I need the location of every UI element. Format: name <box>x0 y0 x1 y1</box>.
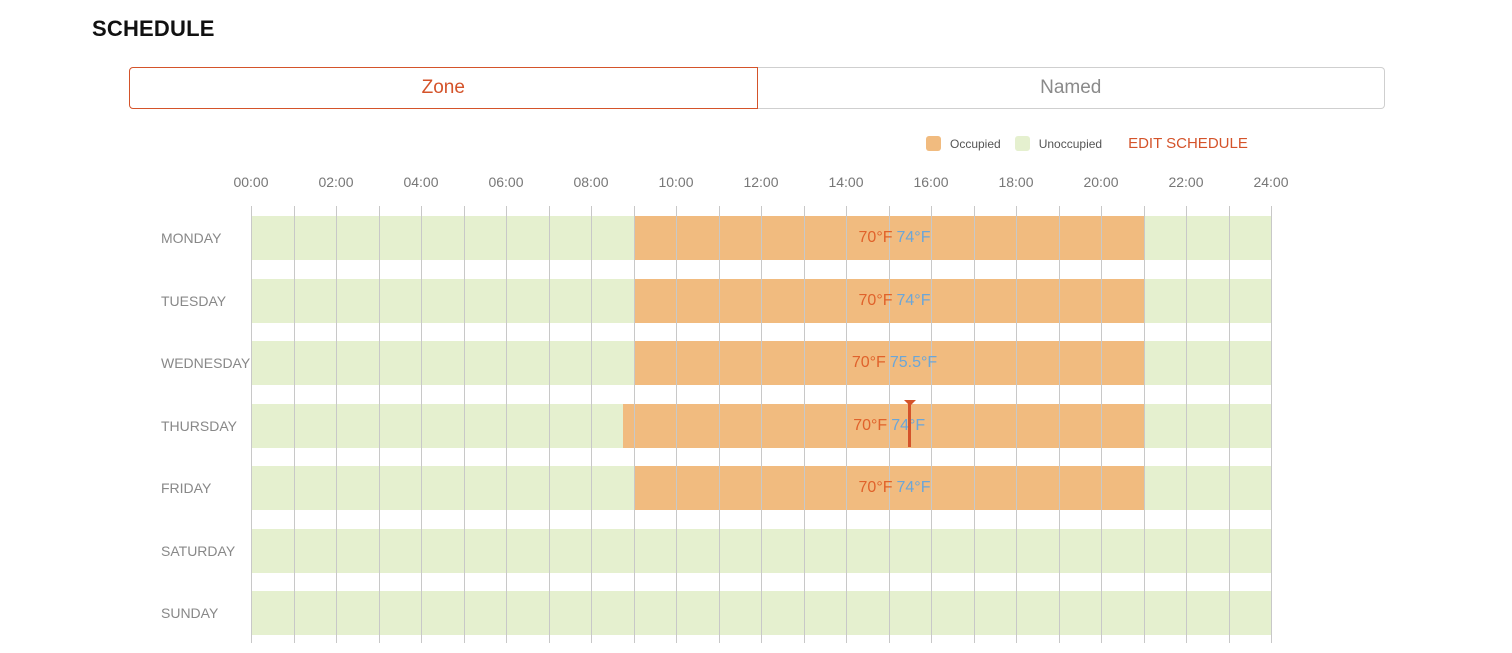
occupied-block[interactable] <box>633 466 1144 510</box>
heat-setpoint: 70°F <box>851 354 886 371</box>
gridline <box>803 206 805 643</box>
day-label: WEDNESDAY <box>161 355 251 371</box>
heat-setpoint: 70°F <box>858 229 893 246</box>
setpoint-pair: 70°F 74°F <box>853 404 925 448</box>
heat-setpoint: 70°F <box>853 416 888 434</box>
time-axis-label: 14:00 <box>828 174 864 190</box>
tab-named[interactable]: Named <box>757 67 1385 109</box>
occupied-block[interactable] <box>633 341 1144 385</box>
unoccupied-band[interactable] <box>251 528 1271 573</box>
time-axis-label: 16:00 <box>913 174 949 190</box>
gridline <box>1016 206 1017 643</box>
gridline <box>463 206 465 643</box>
cool-setpoint: 74°F <box>896 291 931 309</box>
time-axis-label: 04:00 <box>403 174 439 190</box>
gridline <box>1271 206 1272 643</box>
gridline <box>336 206 337 643</box>
gridline <box>1143 206 1145 643</box>
gridline <box>506 206 507 643</box>
gridline <box>1228 206 1230 643</box>
setpoint-pair: 70°F 74°F <box>859 279 931 323</box>
gridline <box>251 206 252 643</box>
unoccupied-band[interactable] <box>251 216 1271 260</box>
unoccupied-band[interactable] <box>251 341 1271 385</box>
time-axis-label: 06:00 <box>488 174 524 190</box>
day-label: FRIDAY <box>161 480 212 496</box>
gridline <box>548 206 550 643</box>
occupied-legend-label: Occupied <box>950 136 1001 151</box>
gridline <box>761 206 762 643</box>
cool-setpoint: 74°F <box>896 479 931 496</box>
gridline <box>676 206 677 643</box>
gridline <box>1101 206 1102 643</box>
page-title: SCHEDULE <box>92 16 215 41</box>
setpoint-pair: 70°F 74°F <box>859 466 931 510</box>
time-axis-label: 20:00 <box>1083 174 1119 190</box>
cool-setpoint: 75.5°F <box>889 354 938 371</box>
time-axis-label: 02:00 <box>318 174 354 190</box>
day-label: SATURDAY <box>161 542 236 559</box>
current-time-marker <box>908 400 912 447</box>
gridline <box>1186 206 1187 643</box>
day-label: SUNDAY <box>161 605 219 621</box>
unoccupied-band[interactable] <box>251 591 1271 635</box>
current-time-marker-cap <box>903 399 916 406</box>
occupied-block[interactable] <box>622 403 1144 448</box>
unoccupied-band[interactable] <box>251 403 1271 448</box>
time-axis-label: 10:00 <box>658 174 694 190</box>
occupied-block[interactable] <box>633 216 1144 260</box>
occupied-swatch <box>926 136 941 151</box>
time-axis-label: 12:00 <box>743 174 779 190</box>
unoccupied-band[interactable] <box>251 278 1271 323</box>
heat-setpoint: 70°F <box>858 479 893 496</box>
setpoint-pair: 70°F 75.5°F <box>852 341 937 385</box>
gridline <box>846 206 847 643</box>
cool-setpoint: 74°F <box>896 229 931 246</box>
edit-schedule-link[interactable]: EDIT SCHEDULE <box>1128 135 1248 152</box>
time-axis-label: 00:00 <box>233 174 269 190</box>
gridline <box>973 206 975 643</box>
unoccupied-legend-label: Unoccupied <box>1038 136 1103 151</box>
time-axis-label: 08:00 <box>573 174 609 190</box>
day-label: MONDAY <box>161 230 222 246</box>
heat-setpoint: 70°F <box>858 291 893 309</box>
gridline <box>633 206 635 643</box>
unoccupied-band[interactable] <box>251 466 1271 510</box>
day-label: THURSDAY <box>161 417 237 434</box>
time-axis-label: 24:00 <box>1253 174 1289 190</box>
tab-zone[interactable]: Zone <box>129 67 758 109</box>
time-axis-label: 18:00 <box>998 174 1034 190</box>
schedule-legend: Occupied Unoccupied EDIT SCHEDULE <box>926 135 1248 152</box>
occupied-block[interactable] <box>633 278 1144 323</box>
day-label: TUESDAY <box>161 292 227 309</box>
gridline <box>591 206 592 643</box>
gridline <box>931 206 932 643</box>
gridline <box>293 206 295 643</box>
setpoint-pair: 70°F 74°F <box>859 216 931 260</box>
gridline <box>718 206 720 643</box>
schedule-tabs: Zone Named <box>129 67 1385 109</box>
cool-setpoint: 74°F <box>891 416 926 434</box>
gridline <box>1058 206 1060 643</box>
unoccupied-swatch <box>1014 136 1030 151</box>
gridline <box>421 206 422 643</box>
gridline <box>888 206 890 643</box>
gridline <box>378 206 380 643</box>
time-axis-label: 22:00 <box>1168 174 1204 190</box>
